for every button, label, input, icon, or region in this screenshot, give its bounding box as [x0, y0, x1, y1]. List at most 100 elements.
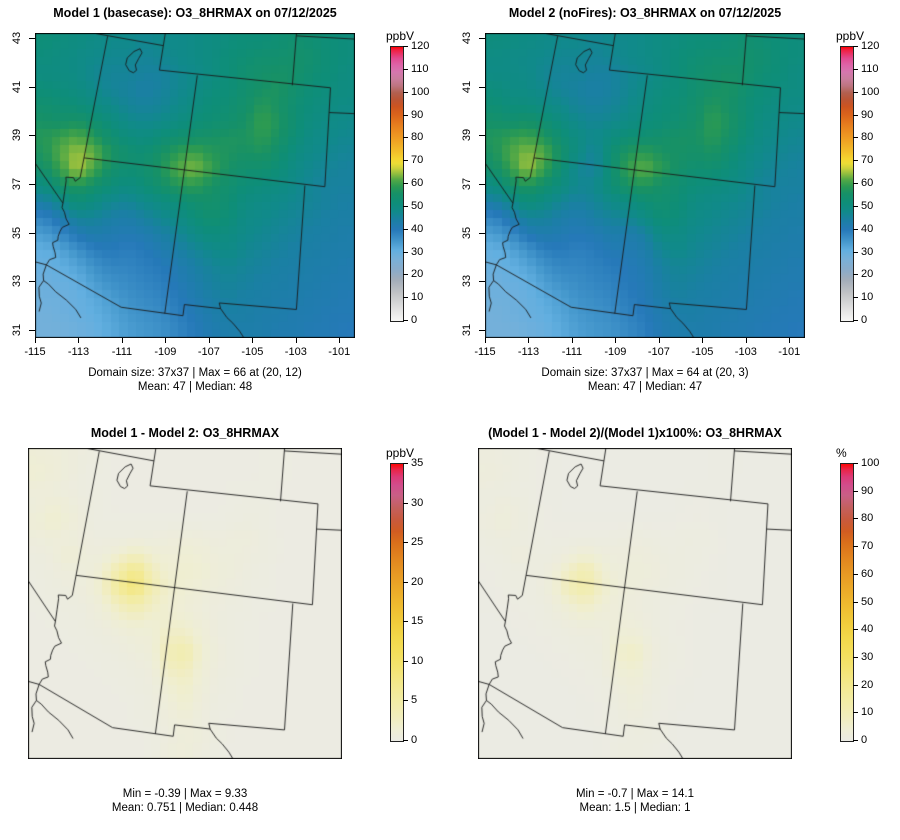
y-axis-tickmark: [29, 232, 35, 234]
colorbar-tickmark: [853, 183, 858, 184]
colorbar-tickmark: [403, 46, 408, 47]
y-axis-tickmark: [479, 86, 485, 88]
y-axis-tick-label: 31: [461, 323, 473, 337]
y-axis-tickmark: [479, 281, 485, 283]
y-axis-tickmark: [29, 38, 35, 39]
y-axis-tickmark: [479, 135, 485, 137]
colorbar-tick-label: 70: [861, 154, 874, 167]
colorbar-tick-label: 80: [861, 512, 874, 525]
colorbar-tickmark: [403, 91, 408, 93]
colorbar-tickmark: [853, 228, 858, 230]
x-axis-tick-label: -111: [111, 346, 133, 358]
x-axis-tickmark: [295, 338, 297, 343]
colorbar-tickmark: [403, 137, 408, 139]
colorbar-tick-label: 50: [861, 595, 874, 608]
colorbar-gradient: [840, 463, 854, 742]
colorbar-tickmark: [403, 581, 408, 583]
panel4-title: (Model 1 - Model 2)/(Model 1)x100%: O3_8…: [488, 426, 782, 440]
x-axis-tickmark: [485, 338, 486, 343]
x-axis-tickmark: [339, 338, 341, 343]
colorbar-tickmark: [403, 463, 408, 464]
colorbar-tickmark: [853, 160, 858, 162]
x-axis-tickmark: [165, 338, 167, 343]
panel2-title: Model 2 (noFires): O3_8HRMAX on 07/12/20…: [508, 6, 782, 20]
x-axis-tick-label: -115: [474, 346, 496, 358]
colorbar-gradient: [390, 463, 404, 742]
colorbar-tick-label: 10: [411, 291, 424, 304]
colorbar-tickmark: [403, 160, 408, 162]
colorbar-tick-label: 30: [861, 650, 874, 663]
y-axis-tick-label: 41: [461, 80, 473, 93]
x-axis-tickmark: [571, 338, 573, 343]
x-axis-tick-label: -111: [561, 346, 583, 358]
colorbar-tickmark: [853, 297, 858, 299]
y-axis-tick-label: 43: [461, 31, 473, 45]
x-axis-tickmark: [528, 338, 530, 343]
x-axis-tick-label: -101: [778, 346, 801, 358]
panel3-caption-line2: Mean: 0.751 | Median: 0.448: [111, 802, 259, 814]
panel3-title: Model 1 - Model 2: O3_8HRMAX: [90, 426, 280, 440]
y-axis-tickmark: [479, 330, 485, 332]
y-axis-tickmark: [479, 184, 485, 185]
colorbar-tickmark: [403, 68, 408, 70]
panel2-caption-line2: Mean: 47 | Median: 47: [587, 381, 703, 393]
x-axis-tick-label: -107: [197, 346, 220, 358]
colorbar-tick-label: 20: [861, 678, 874, 691]
colorbar-tickmark: [403, 700, 408, 702]
colorbar-tickmark: [853, 546, 858, 548]
colorbar-tick-label: 10: [861, 291, 874, 304]
colorbar-tickmark: [853, 573, 858, 575]
panel1-caption-line2: Mean: 47 | Median: 48: [137, 381, 253, 393]
x-axis-tickmark: [35, 338, 36, 343]
map-difference: [28, 448, 342, 759]
y-axis-tick-label: 35: [11, 226, 23, 239]
colorbar-tick-label: 100: [411, 85, 430, 98]
x-axis-tick-label: -109: [154, 346, 177, 358]
y-axis-tick-label: 37: [461, 177, 473, 191]
x-axis-tickmark: [789, 338, 791, 343]
colorbar-tick-label: 30: [861, 245, 874, 258]
colorbar-tick-label: 50: [861, 199, 874, 212]
x-axis-tickmark: [208, 338, 210, 343]
x-axis-tickmark: [658, 338, 660, 343]
colorbar-tickmark: [403, 502, 408, 504]
colorbar-tick-label: 35: [411, 457, 424, 469]
x-axis-tick-label: -101: [328, 346, 351, 358]
y-axis-tick-label: 39: [461, 129, 473, 142]
colorbar-tick-label: 110: [411, 62, 429, 75]
x-axis-tick-label: -109: [604, 346, 627, 358]
colorbar-tickmark: [853, 68, 858, 70]
map-percent-difference: [478, 448, 792, 759]
y-axis-tick-label: 33: [11, 275, 23, 288]
colorbar-tick-label: 40: [411, 222, 424, 235]
colorbar-tickmark: [853, 137, 858, 139]
y-axis-tick-label: 39: [11, 129, 23, 142]
colorbar-tick-label: 0: [411, 734, 418, 746]
colorbar-tickmark: [853, 91, 858, 93]
colorbar-tick-label: 10: [861, 706, 874, 719]
x-axis-tick-label: -107: [647, 346, 670, 358]
colorbar-tick-label: 120: [861, 40, 880, 52]
y-axis-tickmark: [29, 184, 35, 185]
colorbar-tickmark: [403, 660, 408, 662]
colorbar-tick-label: 100: [861, 85, 880, 98]
colorbar-tick-label: 70: [411, 154, 424, 167]
colorbar-tick-label: 10: [411, 654, 424, 667]
colorbar-tickmark: [403, 274, 408, 276]
colorbar-tick-label: 100: [861, 457, 880, 469]
colorbar-tickmark: [853, 740, 858, 741]
y-axis-tick-label: 33: [461, 275, 473, 288]
colorbar-tick-label: 20: [411, 268, 424, 281]
colorbar-tickmark: [853, 518, 858, 520]
colorbar-tick-label: 20: [411, 575, 424, 588]
colorbar-tickmark: [853, 712, 858, 714]
colorbar-tick-label: 80: [861, 131, 874, 144]
y-axis-tickmark: [479, 232, 485, 234]
panel1-title: Model 1 (basecase): O3_8HRMAX on 07/12/2…: [53, 6, 337, 20]
y-axis-tick-label: 41: [11, 80, 23, 93]
colorbar-tickmark: [853, 463, 858, 464]
x-axis-tickmark: [252, 338, 254, 343]
colorbar-tickmark: [853, 656, 858, 658]
colorbar-unit-label: ppbV: [836, 29, 865, 43]
